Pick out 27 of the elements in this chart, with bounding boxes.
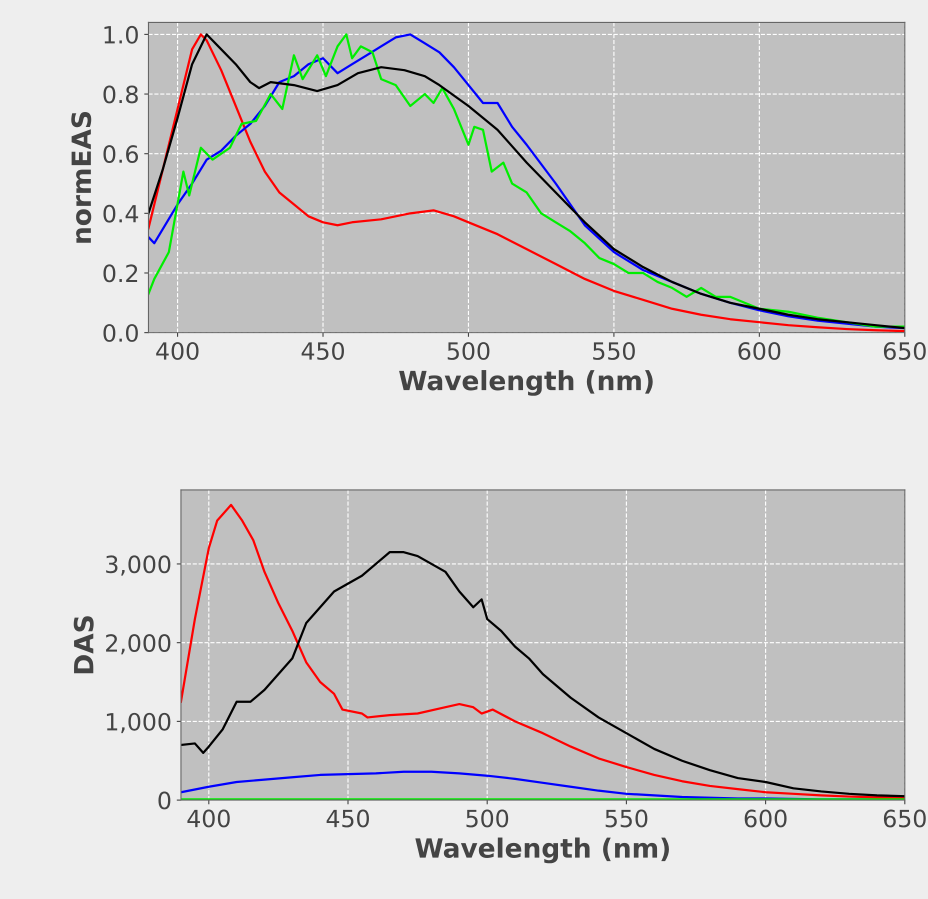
x-tick-label: 400: [187, 810, 230, 828]
x-tick-label: 550: [606, 810, 648, 828]
line-series: [180, 551, 905, 798]
y-tick-label: 0.6: [103, 145, 138, 163]
y-tick-label: 1,000: [106, 712, 170, 734]
y-tick-label: 1.0: [104, 26, 138, 44]
y-tick-label: 0.8: [103, 85, 138, 104]
x-tick-label: 450: [326, 810, 369, 828]
x-tick-label: 550: [593, 342, 635, 360]
y-tick-label: 3,000: [106, 555, 170, 576]
x-tick-label: 650: [884, 342, 926, 360]
y-tick-label: 2,000: [106, 634, 170, 654]
y-tick-label: 0.0: [103, 324, 138, 342]
x-tick-label: 450: [302, 342, 344, 360]
x-tick-label: 600: [738, 342, 780, 360]
x-tick-label: 600: [744, 810, 787, 828]
x-axis-title: Wavelength (nm): [399, 370, 653, 396]
y-tick-label: 0.2: [103, 264, 138, 282]
y-axis-title: DAS: [74, 616, 94, 674]
x-tick-label: 500: [466, 810, 508, 828]
y-tick-label: 0: [158, 792, 170, 810]
x-tick-label: 400: [156, 342, 199, 360]
y-tick-label: 0.4: [103, 204, 138, 223]
x-axis-title: Wavelength (nm): [415, 838, 669, 864]
y-axis-title: normEAS: [71, 112, 92, 243]
x-tick-label: 500: [448, 342, 490, 360]
x-tick-label: 650: [884, 810, 926, 828]
